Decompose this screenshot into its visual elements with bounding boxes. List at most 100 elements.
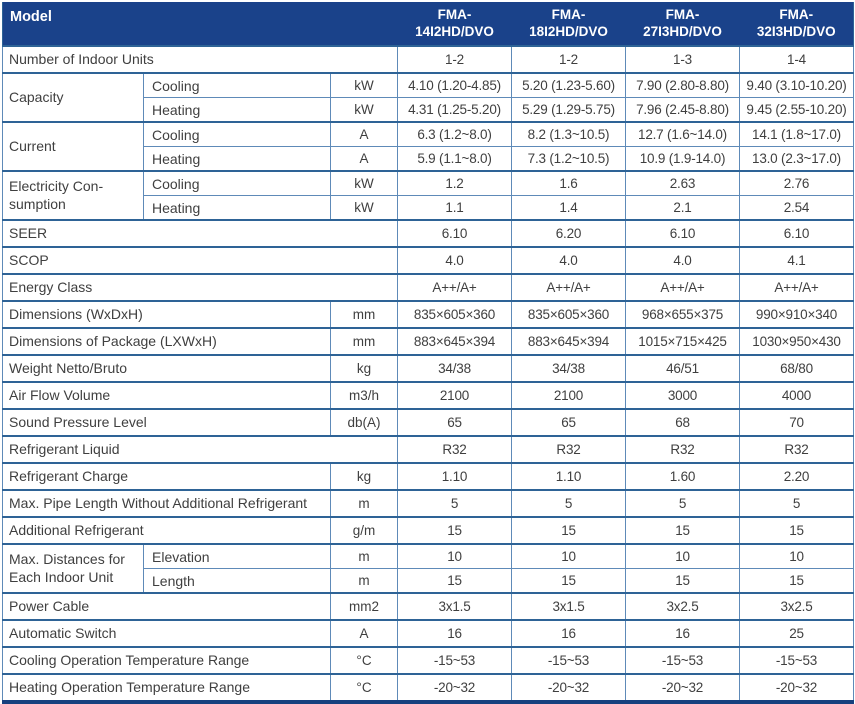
cell-value: 4.31 (1.25-5.20) xyxy=(397,97,512,123)
row-unit: m xyxy=(330,489,398,518)
cell-value: 9.45 (2.55-10.20) xyxy=(739,97,854,123)
cell-value: -20~32 xyxy=(511,673,626,703)
cell-value: 9.40 (3.10-10.20) xyxy=(739,72,854,98)
row-unit: mm2 xyxy=(330,592,398,621)
cell-value: R32 xyxy=(739,435,854,464)
cell-value: 15 xyxy=(739,516,854,545)
cell-value: 16 xyxy=(625,619,740,648)
cell-value: 1.10 xyxy=(397,462,512,491)
cell-value: 5 xyxy=(625,489,740,518)
row-label: Sound Pressure Level xyxy=(2,408,331,437)
table-row: Additional Refrigerant g/m 15 15 15 15 xyxy=(2,516,854,545)
row-label: Refrigerant Liquid xyxy=(2,435,398,464)
column-header-model-2: FMA-18I2HD/DVO xyxy=(511,2,626,46)
cell-value: 6.10 xyxy=(397,219,512,248)
cell-value: 15 xyxy=(625,568,740,594)
table-row: Heating kW 4.31 (1.25-5.20) 5.29 (1.29-5… xyxy=(3,97,854,123)
cell-value: 3x1.5 xyxy=(397,592,512,621)
table-row: Refrigerant Charge kg 1.10 1.10 1.60 2.2… xyxy=(2,462,854,491)
cell-value: 5.20 (1.23-5.60) xyxy=(511,72,626,98)
cell-value: 835×605×360 xyxy=(511,300,626,329)
row-label: Cooling Operation Temperature Range xyxy=(2,646,331,675)
row-unit: m xyxy=(330,568,398,594)
cell-value: 68/80 xyxy=(739,354,854,383)
cell-value: 10.9 (1.9-14.0) xyxy=(625,146,740,172)
cell-value: 8.2 (1.3~10.5) xyxy=(511,121,626,147)
cell-value: R32 xyxy=(511,435,626,464)
cell-value: 835×605×360 xyxy=(397,300,512,329)
table-row: SCOP 4.0 4.0 4.0 4.1 xyxy=(2,246,854,275)
cell-value: 46/51 xyxy=(625,354,740,383)
row-label: Dimensions of Package (LXWxH) xyxy=(2,327,331,356)
cell-value: 2.20 xyxy=(739,462,854,491)
cell-value: 10 xyxy=(739,543,854,569)
cell-value: 1.4 xyxy=(511,195,626,221)
cell-value: 6.20 xyxy=(511,219,626,248)
row-label: SCOP xyxy=(2,246,398,275)
table-row: Capacity Cooling kW 4.10 (1.20-4.85) 5.2… xyxy=(2,72,854,123)
row-sublabel: Heating xyxy=(143,195,331,221)
cell-value: -20~32 xyxy=(397,673,512,703)
cell-value: 15 xyxy=(739,568,854,594)
row-unit: °C xyxy=(330,673,398,703)
cell-value: 16 xyxy=(511,619,626,648)
cell-value: 16 xyxy=(397,619,512,648)
table-row: Number of Indoor Units 1-2 1-2 1-3 1-4 xyxy=(2,45,854,74)
table-row: Heating Operation Temperature Range °C -… xyxy=(2,673,854,703)
column-header-model-4: FMA-32I3HD/DVO xyxy=(739,2,854,46)
cell-value: 5 xyxy=(397,489,512,518)
cell-value: -15~53 xyxy=(511,646,626,675)
table-row: Cooling Operation Temperature Range °C -… xyxy=(2,646,854,675)
cell-value: 2.63 xyxy=(625,170,740,196)
row-label: Heating Operation Temperature Range xyxy=(2,673,331,703)
row-sublabel: Length xyxy=(143,568,331,594)
table-row: Length m 15 15 15 15 xyxy=(3,568,854,594)
cell-value: 1.2 xyxy=(397,170,512,196)
table-row: Air Flow Volume m3/h 2100 2100 3000 4000 xyxy=(2,381,854,410)
table-row: SEER 6.10 6.20 6.10 6.10 xyxy=(2,219,854,248)
cell-value: 1-4 xyxy=(739,45,854,74)
row-unit: db(A) xyxy=(330,408,398,437)
row-unit: A xyxy=(330,619,398,648)
cell-value: 1.10 xyxy=(511,462,626,491)
cell-value: A++/A+ xyxy=(397,273,512,302)
row-sublabel: Cooling xyxy=(143,170,331,196)
row-label: Max. Distances for Each Indoor Unit xyxy=(2,543,144,594)
cell-value: 10 xyxy=(511,543,626,569)
row-label: Number of Indoor Units xyxy=(2,45,398,74)
row-unit: m3/h xyxy=(330,381,398,410)
row-label: Air Flow Volume xyxy=(2,381,331,410)
cell-value: 1-3 xyxy=(625,45,740,74)
cell-value: 3000 xyxy=(625,381,740,410)
row-label: Dimensions (WxDxH) xyxy=(2,300,331,329)
cell-value: 2.54 xyxy=(739,195,854,221)
row-sublabel: Cooling xyxy=(143,121,331,147)
table-header: Model FMA-14I2HD/DVO FMA-18I2HD/DVO FMA-… xyxy=(2,2,854,46)
cell-value: 7.3 (1.2~10.5) xyxy=(511,146,626,172)
cell-value: 1-2 xyxy=(397,45,512,74)
cell-value: A++/A+ xyxy=(739,273,854,302)
cell-value: 34/38 xyxy=(397,354,512,383)
row-label: SEER xyxy=(2,219,398,248)
table-row: Energy Class A++/A+ A++/A+ A++/A+ A++/A+ xyxy=(2,273,854,302)
cell-value: 10 xyxy=(397,543,512,569)
cell-value: -15~53 xyxy=(739,646,854,675)
cell-value: 6.3 (1.2~8.0) xyxy=(397,121,512,147)
cell-value: 15 xyxy=(397,568,512,594)
cell-value: -15~53 xyxy=(397,646,512,675)
row-unit: kW xyxy=(330,72,398,98)
cell-value: 15 xyxy=(397,516,512,545)
cell-value: 4.1 xyxy=(739,246,854,275)
cell-value: 68 xyxy=(625,408,740,437)
cell-value: 5 xyxy=(739,489,854,518)
row-sublabel: Heating xyxy=(143,97,331,123)
model-header-cell: Model xyxy=(2,2,398,46)
cell-value: 7.90 (2.80-8.80) xyxy=(625,72,740,98)
cell-value: 2100 xyxy=(511,381,626,410)
cell-value: 1.60 xyxy=(625,462,740,491)
cell-value: 70 xyxy=(739,408,854,437)
cell-value: 1-2 xyxy=(511,45,626,74)
table-row: Dimensions (WxDxH) mm 835×605×360 835×60… xyxy=(2,300,854,329)
